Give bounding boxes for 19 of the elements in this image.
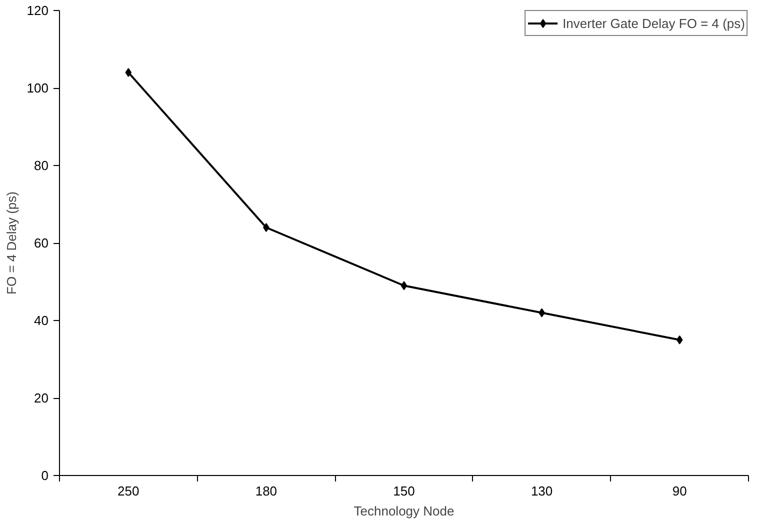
- x-tick-label: 90: [672, 484, 687, 498]
- point: [263, 223, 270, 232]
- point: [125, 68, 132, 77]
- y-tick-label: 40: [34, 313, 49, 328]
- y-tick-label: 100: [26, 80, 49, 96]
- y-tick-label: 0: [41, 468, 49, 483]
- x-axis-title: Technology Node: [354, 504, 454, 518]
- y-tick-label: 120: [26, 3, 49, 18]
- y-tick-label: 60: [34, 236, 49, 250]
- y-tick-label: 20: [34, 390, 49, 406]
- point: [676, 335, 683, 344]
- y-axis-title: FO = 4 Delay (ps): [4, 192, 19, 294]
- legend-label: Inverter Gate Delay FO = 4 (ps): [562, 16, 745, 30]
- y-tick-label: 80: [34, 158, 49, 173]
- x-tick-label: 130: [530, 484, 553, 498]
- x-tick-label: 180: [255, 484, 278, 498]
- point: [400, 281, 408, 290]
- x-tick-label: 150: [393, 484, 415, 498]
- x-tick-label: 250: [118, 484, 140, 498]
